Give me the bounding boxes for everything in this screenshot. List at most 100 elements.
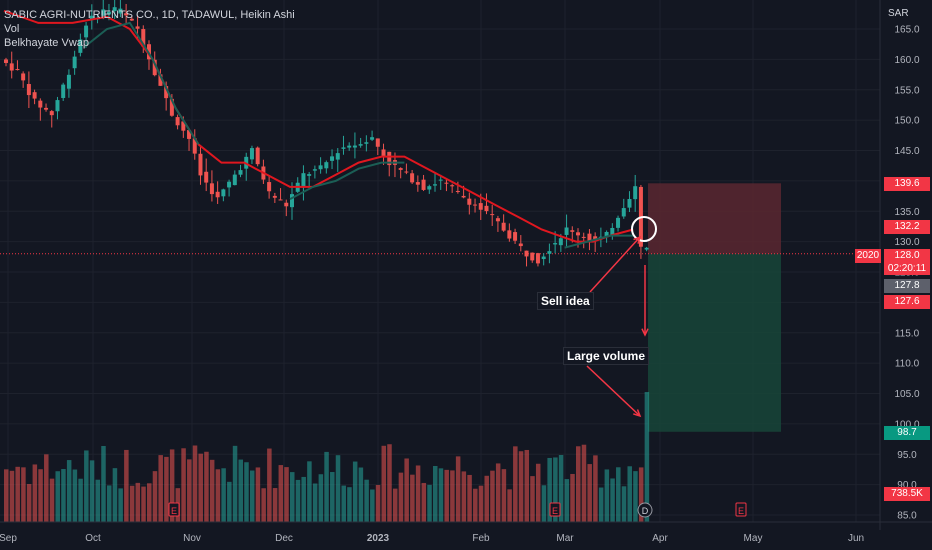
candle-body [461,195,466,198]
y-tick-label: 165.0 [894,25,919,36]
candle-body [124,13,129,16]
volume-bar [375,484,381,522]
volume-bar [32,464,38,522]
volume-bar [72,469,78,522]
large-volume-label: Large volume [563,347,650,365]
volume-bar [106,485,112,522]
candle-body [484,205,489,212]
candle-body [89,15,94,20]
candle-body [467,198,472,205]
y-tick-label: 100.0 [894,419,919,430]
dividend-icon [637,502,653,518]
candle-body [192,138,197,154]
volume-bar [84,450,89,522]
vol-label: Vol [4,23,20,35]
candle-body [341,147,346,149]
volume-bar [518,451,524,522]
y-tick-label: 115.0 [895,328,920,339]
volume-bar [66,460,72,522]
volume-bar [198,453,203,522]
volume-bar [524,449,530,522]
earnings-marker: E [168,502,180,517]
candle-body [78,39,83,53]
candle-body [158,74,163,86]
y-tick-label: 155.0 [894,85,919,96]
candle-body [227,181,232,188]
volume-bar [267,448,272,522]
earnings-icon [549,502,561,517]
volume-bar [387,444,392,522]
volume-bar [433,465,438,522]
candle-body [324,162,329,169]
volume-bar [284,467,289,522]
candle-body [255,147,260,165]
volume-bar [501,469,507,522]
candle-body [55,100,60,112]
indicator-lines [3,9,634,249]
vwap-line [289,161,405,200]
candle-body [495,218,500,222]
candle-body [135,26,140,29]
volume-bars [4,392,650,522]
candle-body [307,174,312,176]
volume-bar [535,463,541,522]
candle-body [604,231,609,237]
volume-bar [421,482,427,522]
candle-body [164,86,169,99]
candle-body [444,182,449,184]
volume-bar [209,459,215,522]
volume-bar [621,486,627,522]
x-tick-label: 2023 [367,533,390,544]
volume-bar [576,446,581,522]
y-tick-label: 160.0 [894,55,919,66]
volume-bar [318,474,324,522]
y-tick-label: 95.0 [897,450,917,461]
volume-bar [44,454,49,522]
candle-body [112,7,117,12]
volume-bar [307,461,312,522]
stop-loss-zone [648,183,781,254]
candle-body [301,173,306,188]
x-tick-label: Jun [848,533,864,544]
volume-bar [272,488,278,522]
candle-body [352,145,357,148]
volume-bar [278,465,284,522]
volume-bar [598,487,604,522]
candle-body [238,170,243,175]
candle-body [644,247,649,250]
last-price-tag: 128.0 02:20:11 [884,249,930,275]
volume-bar [364,479,369,522]
y-tick-label: 85.0 [897,511,917,522]
last-price: 128.0 [894,250,920,261]
x-tick-label: Nov [183,533,201,544]
y-tick-label: 90.0 [897,480,917,491]
volume-bar [404,458,409,522]
volume-bar [118,488,123,522]
candle-body [433,184,437,186]
volume-bar [450,470,455,522]
candle-body [524,250,529,257]
volume-bar [633,471,638,522]
volume-bar [558,454,564,522]
earnings-icon [735,502,747,517]
earnings-marker: E [549,502,561,517]
dividend-marker: D [637,502,653,518]
candle-body [364,142,369,144]
candle-body [387,151,392,166]
candle-body [473,204,478,206]
volume-bar [261,488,266,522]
volume-bar [490,470,495,522]
volume-bar [644,392,650,522]
candle-body [558,238,563,246]
sell-arrow-head [633,235,642,244]
earnings-marker: E [735,502,747,517]
candle-body [564,227,569,235]
volume-bar [301,476,306,522]
candle-body [518,243,523,247]
volume-bar [221,468,226,522]
candle-body [221,189,226,197]
volume-bar [581,444,587,522]
candle-body [490,214,495,216]
volume-bar [227,481,232,522]
